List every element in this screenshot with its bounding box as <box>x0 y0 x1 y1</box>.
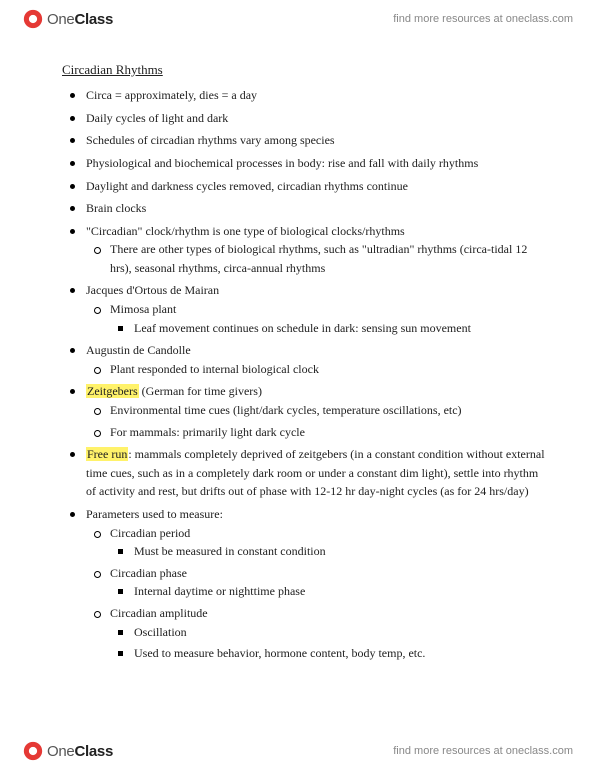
list-item: Circadian phaseInternal daytime or night… <box>86 564 545 601</box>
list-item: There are other types of biological rhyt… <box>86 240 545 277</box>
list-lvl2: Plant responded to internal biological c… <box>86 360 545 379</box>
list-item: For mammals: primarily light dark cycle <box>86 423 545 442</box>
list-item: Free run: mammals completely deprived of… <box>62 445 545 501</box>
footer-bar: OneClass find more resources at oneclass… <box>0 732 595 770</box>
list-item: Parameters used to measure:Circadian per… <box>62 505 545 663</box>
list-item: Brain clocks <box>62 199 545 218</box>
list-item: Circadian amplitudeOscillationUsed to me… <box>86 604 545 663</box>
notes-content: Circadian Rhythms Circa = approximately,… <box>62 60 545 667</box>
highlight: Zeitgebers <box>86 384 139 398</box>
list-lvl3: Must be measured in constant condition <box>110 542 545 561</box>
list-lvl2: Mimosa plantLeaf movement continues on s… <box>86 300 545 337</box>
list-item: Plant responded to internal biological c… <box>86 360 545 379</box>
list-lvl3: Internal daytime or nighttime phase <box>110 582 545 601</box>
list-lvl2: There are other types of biological rhyt… <box>86 240 545 277</box>
page-title: Circadian Rhythms <box>62 60 163 80</box>
list-lvl3: Oscillation Used to measure behavior, hor… <box>110 623 545 663</box>
brand-text: OneClass <box>47 11 113 28</box>
list-item: Mimosa plantLeaf movement continues on s… <box>86 300 545 337</box>
list-item: Internal daytime or nighttime phase <box>110 582 545 601</box>
highlight: Free run <box>86 447 128 461</box>
logo-footer: OneClass <box>22 740 113 762</box>
list-item: Circadian periodMust be measured in cons… <box>86 524 545 561</box>
logo-icon <box>22 740 44 762</box>
logo-icon <box>22 8 44 30</box>
bullet-list: Circa = approximately, dies = a day Daily… <box>62 86 545 663</box>
list-item: Used to measure behavior, hormone conten… <box>110 644 545 663</box>
list-item: Oscillation <box>110 623 545 642</box>
list-item: Daylight and darkness cycles removed, ci… <box>62 177 545 196</box>
list-item: Leaf movement continues on schedule in d… <box>110 319 545 338</box>
header-bar: OneClass find more resources at oneclass… <box>0 0 595 38</box>
list-lvl2: Environmental time cues (light/dark cycl… <box>86 401 545 441</box>
list-item: Environmental time cues (light/dark cycl… <box>86 401 545 420</box>
list-item: Jacques d'Ortous de MairanMimosa plantLe… <box>62 281 545 337</box>
list-item: "Circadian" clock/rhythm is one type of … <box>62 222 545 278</box>
list-item: Augustin de CandollePlant responded to i… <box>62 341 545 378</box>
brand-text: OneClass <box>47 743 113 760</box>
list-item: Zeitgebers (German for time givers)Envir… <box>62 382 545 441</box>
list-item: Must be measured in constant condition <box>110 542 545 561</box>
list-item: Physiological and biochemical processes … <box>62 154 545 173</box>
logo-header: OneClass <box>22 8 113 30</box>
list-item: Schedules of circadian rhythms vary amon… <box>62 131 545 150</box>
list-lvl2: Circadian periodMust be measured in cons… <box>86 524 545 663</box>
list-item: Circa = approximately, dies = a day <box>62 86 545 105</box>
header-link[interactable]: find more resources at oneclass.com <box>393 13 573 25</box>
footer-link[interactable]: find more resources at oneclass.com <box>393 745 573 757</box>
list-lvl3: Leaf movement continues on schedule in d… <box>110 319 545 338</box>
list-item: Daily cycles of light and dark <box>62 109 545 128</box>
